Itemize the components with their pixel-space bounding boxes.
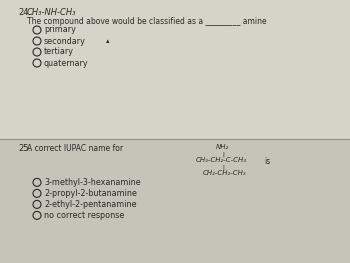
Text: NH₂: NH₂ [216,144,229,150]
Text: A correct IUPAC name for: A correct IUPAC name for [27,144,123,153]
Text: quaternary: quaternary [44,58,89,68]
Text: primary: primary [44,26,76,34]
Text: secondary: secondary [44,37,86,45]
FancyBboxPatch shape [0,139,350,263]
Text: is: is [264,157,270,166]
Text: CH₃-CH₂-C-CH₃: CH₃-CH₂-C-CH₃ [196,157,247,163]
Text: no correct response: no correct response [44,211,124,220]
Text: 24.: 24. [18,8,31,17]
Text: CH₂-CH₂-CH₃: CH₂-CH₂-CH₃ [203,170,247,176]
Text: 2-propyl-2-butanamine: 2-propyl-2-butanamine [44,189,137,198]
Text: |: | [221,151,225,157]
Text: |: | [221,164,225,170]
Text: CH₃-NH-CH₃: CH₃-NH-CH₃ [27,8,77,17]
Text: tertiary: tertiary [44,48,74,57]
Text: 3-methyl-3-hexanamine: 3-methyl-3-hexanamine [44,178,141,187]
Text: 25.: 25. [18,144,31,153]
Text: The compound above would be classified as a _________ amine: The compound above would be classified a… [27,17,267,26]
Text: ▴: ▴ [106,38,110,44]
Text: 2-ethyl-2-pentanamine: 2-ethyl-2-pentanamine [44,200,136,209]
FancyBboxPatch shape [0,0,350,139]
